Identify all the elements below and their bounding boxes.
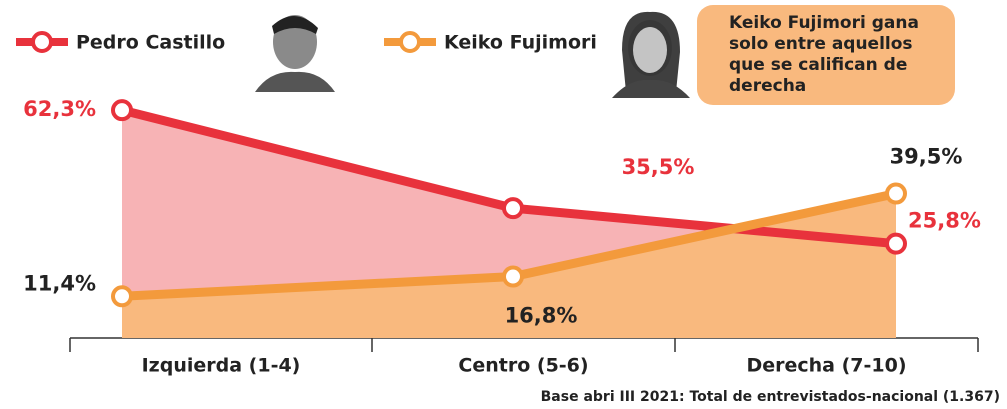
value-label: 62,3% [23,97,96,121]
marker [111,99,133,122]
value-label: 16,8% [505,304,578,328]
marker [502,197,524,220]
marker [111,285,133,308]
photo-fujimori [612,11,690,98]
marker [885,182,907,205]
marker [502,265,524,288]
value-label: 11,4% [23,271,96,295]
x-tick-label: Izquierda (1-4) [142,355,301,377]
value-label: 25,8% [908,209,981,233]
x-tick-label: Centro (5-6) [458,355,588,377]
x-tick-label: Derecha (7-10) [746,355,906,377]
legend-marker [31,31,53,53]
annotation: Keiko Fujimori gana solo entre aquellos … [697,5,955,105]
photo-castillo [250,8,335,92]
legend-marker [399,31,421,53]
legend-label: Pedro Castillo [76,32,225,54]
value-label: 39,5% [890,145,963,169]
legend-label: Keiko Fujimori [444,32,597,54]
value-label: 35,5% [622,155,695,179]
area [122,193,896,338]
footnote: Base abri III 2021: Total de entrevistad… [541,389,1000,405]
marker [885,232,907,255]
